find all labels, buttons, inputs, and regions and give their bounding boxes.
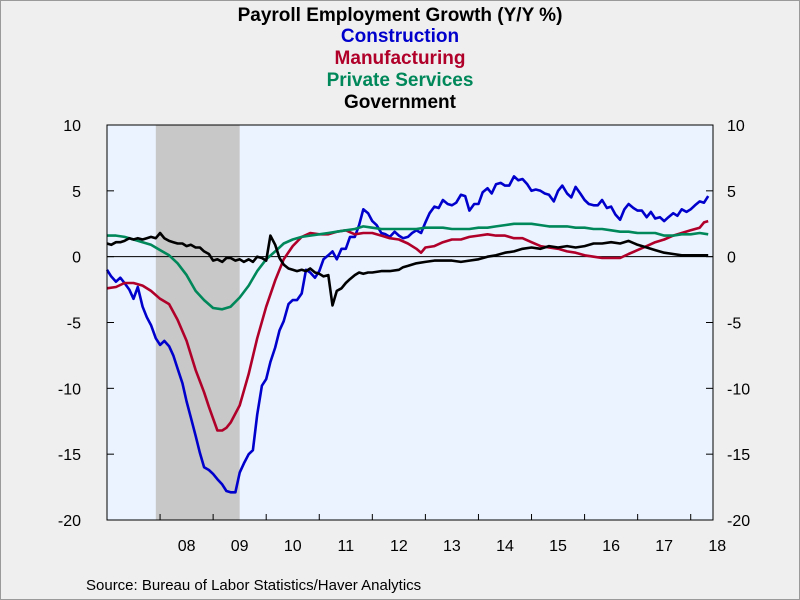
- y-tick-label-left: 0: [72, 250, 81, 267]
- y-tick-label-left: -10: [58, 381, 81, 398]
- y-tick-label-left: 10: [63, 118, 81, 135]
- chart-title: Payroll Employment Growth (Y/Y %): [238, 5, 563, 26]
- x-tick-label: 09: [231, 538, 249, 555]
- y-tick-label-left: -15: [58, 447, 81, 464]
- legend-label-government: Government: [344, 92, 457, 113]
- series-line-manufacturing: [106, 219, 709, 432]
- x-tick-label: 17: [655, 538, 673, 555]
- x-tick-label: 15: [549, 538, 567, 555]
- y-tick-label-left: -20: [58, 513, 81, 530]
- x-tick-label: 08: [178, 538, 196, 555]
- legend-label-construction: Construction: [341, 26, 459, 47]
- y-tick-label-right: -10: [727, 381, 750, 398]
- x-tick-label: 13: [443, 538, 461, 555]
- legend-label-manufacturing: Manufacturing: [335, 48, 466, 69]
- series-line-government: [106, 231, 709, 307]
- x-tick-label: 12: [390, 538, 408, 555]
- x-tick-label: 11: [337, 538, 354, 555]
- source-note: Source: Bureau of Labor Statistics/Haver…: [86, 577, 422, 594]
- legend-label-private-services: Private Services: [327, 70, 474, 91]
- y-tick-label-right: 0: [727, 250, 736, 267]
- y-tick-label-right: 10: [727, 118, 745, 135]
- y-tick-label-right: -20: [727, 513, 750, 530]
- y-tick-label-left: 5: [72, 184, 81, 201]
- y-tick-label-right: -15: [727, 447, 750, 464]
- series-line-construction: [105, 175, 710, 494]
- y-tick-label-right: -5: [727, 316, 741, 333]
- series-line-private-services: [107, 222, 709, 311]
- x-tick-label: 14: [496, 538, 514, 555]
- y-tick-label-left: -5: [67, 316, 81, 333]
- y-tick-label-right: 5: [727, 184, 736, 201]
- x-tick-label: 16: [602, 538, 620, 555]
- x-tick-label: 10: [284, 538, 302, 555]
- x-tick-label: 18: [708, 538, 726, 555]
- recession-shading: [155, 125, 240, 520]
